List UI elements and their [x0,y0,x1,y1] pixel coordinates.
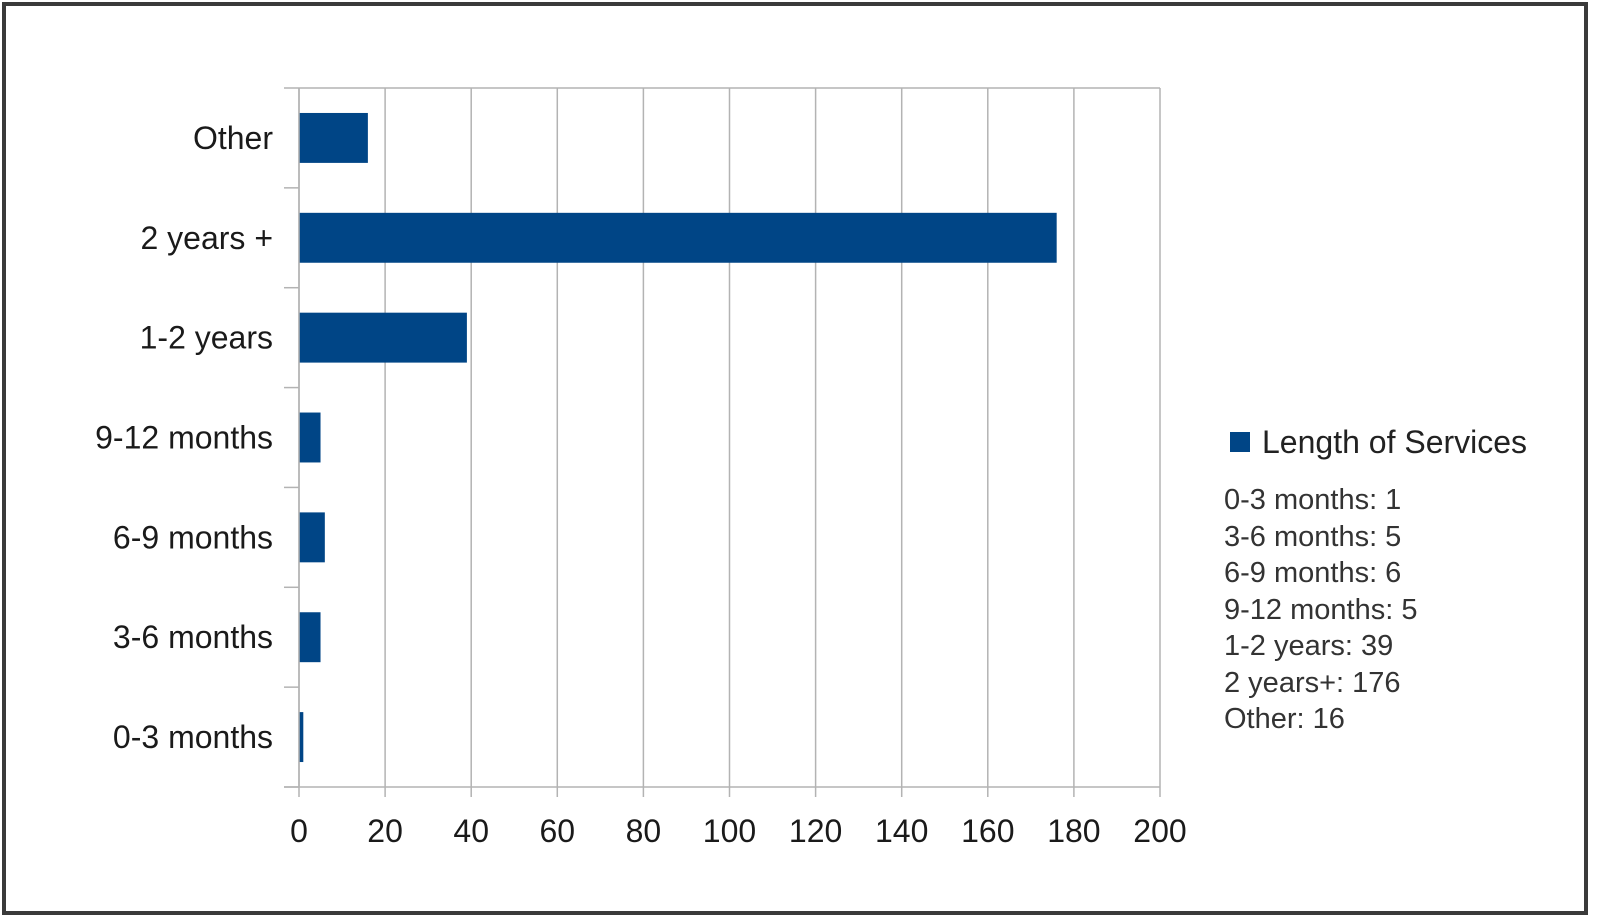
category-label: 6-9 months [113,519,273,555]
legend-entry: Length of Services [1230,422,1527,462]
legend-line: 9-12 months: 5 [1224,593,1418,626]
legend-title: Length of Services [1262,424,1528,460]
x-tick-label: 40 [453,813,489,849]
legend-line: 2 years+: 176 [1224,666,1401,699]
category-label: 0-3 months [113,719,273,755]
bar [299,312,467,363]
x-tick-label: 140 [875,813,928,849]
category-label: 2 years + [140,220,273,256]
grid-layer [298,87,1161,797]
bar [299,612,321,663]
label-layer: 0 20 40 60 80 100 120 140 160 180 200 0-3 months 3-6… [95,120,1187,849]
x-tick-label: 100 [703,813,756,849]
legend-line: 6-9 months: 6 [1224,557,1402,589]
bar [299,712,304,763]
category-label: 3-6 months [113,619,273,655]
x-tick-label: 0 [290,813,308,849]
category-label: 9-12 months [95,420,273,456]
legend-line: 1-2 years: 39 [1224,630,1394,662]
bar [299,412,321,463]
legend-swatch [1230,432,1250,452]
legend-line: 0-3 months: 1 [1224,484,1402,516]
x-tick-label: 200 [1133,813,1186,849]
x-tick-label: 180 [1047,813,1100,849]
bar-layer [299,112,1057,763]
x-tick-label: 160 [961,813,1014,849]
x-tick-label: 80 [626,813,662,849]
x-tick-label: 120 [789,813,842,849]
bar [299,212,1057,263]
x-tick-label: 20 [367,813,403,849]
x-tick-label: 60 [540,813,576,849]
axis-layer [284,87,1160,788]
category-label: 1-2 years [140,320,273,356]
bar [299,112,368,163]
legend-line: 3-6 months: 5 [1224,520,1402,553]
bar [299,512,325,563]
legend-line: Other: 16 [1224,703,1345,735]
legend: Length of Services 0-3 months: 1 3-6 mon… [1224,422,1527,738]
category-label: Other [193,120,273,156]
legend-summary: 0-3 months: 1 3-6 months: 5 6-9 months: … [1224,482,1527,738]
